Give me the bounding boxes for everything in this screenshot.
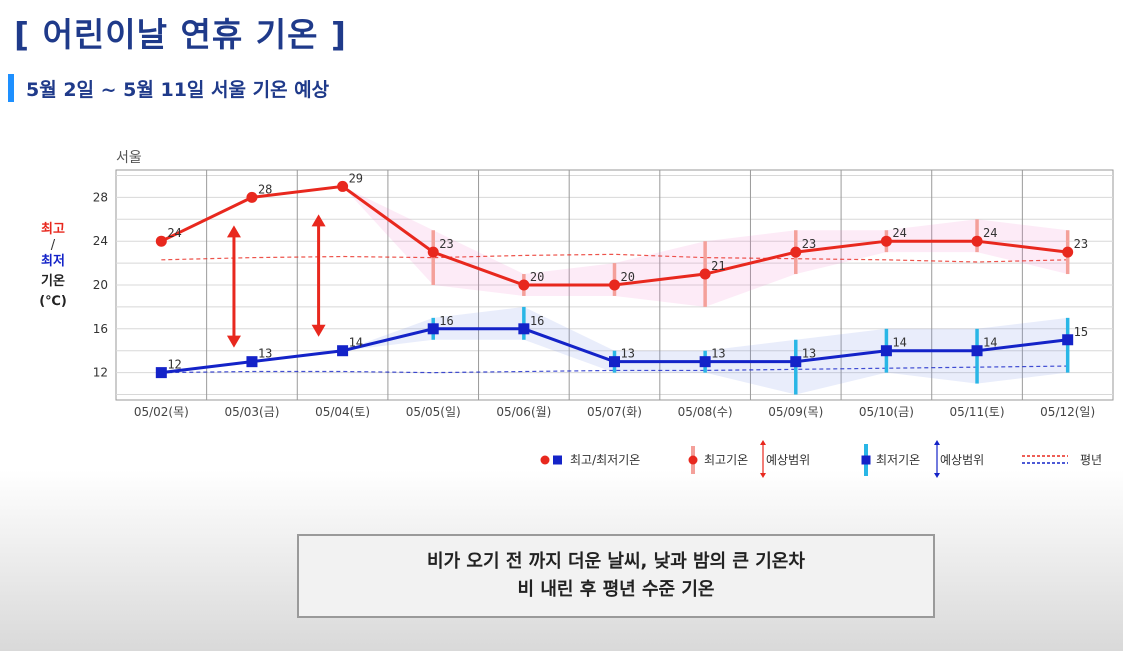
data-label: 15 <box>1074 325 1088 339</box>
x-tick-label: 05/02(목) <box>134 405 189 419</box>
legend-low-range-arrowhead-up <box>934 440 940 445</box>
legend-high-range-arrowhead-up <box>760 440 766 445</box>
y-axis-label-rest: 기온 <box>41 274 65 289</box>
x-tick-label: 05/07(화) <box>587 405 642 419</box>
data-label: 13 <box>621 347 635 361</box>
high-temp-point <box>790 246 802 258</box>
high-temp-point <box>337 180 349 192</box>
low-temp-point <box>246 356 258 368</box>
data-label: 28 <box>258 182 272 196</box>
high-temp-point <box>155 235 167 247</box>
data-label: 12 <box>167 358 181 372</box>
data-label: 29 <box>349 171 363 185</box>
x-tick-label: 05/11(토) <box>950 405 1005 419</box>
low-temp-point <box>699 356 711 368</box>
y-axis-label-low: 최저 <box>41 254 65 269</box>
y-axis-label-sep: / <box>50 238 56 253</box>
high-temp-point <box>880 235 892 247</box>
data-label: 14 <box>349 336 363 350</box>
data-label: 24 <box>983 226 997 240</box>
data-label: 21 <box>711 259 725 273</box>
low-temp-point <box>609 356 620 368</box>
high-temp-point <box>518 279 530 291</box>
low-temp-point <box>1062 334 1074 346</box>
x-tick-label: 05/09(목) <box>768 405 823 419</box>
caption-box: 비가 오기 전 까지 더운 날씨, 낮과 밤의 큰 기온차 비 내린 후 평년 … <box>297 534 935 618</box>
legend-low-marker <box>553 455 562 465</box>
low-temp-point <box>427 323 439 335</box>
chart-region-label: 서울 <box>116 150 142 166</box>
high-temp-point <box>1062 246 1074 258</box>
subtitle-accent-bar <box>8 74 14 102</box>
high-temp-point <box>971 235 983 247</box>
low-temp-point <box>155 367 167 379</box>
gap-arrow-head-down <box>226 335 241 348</box>
page-subtitle: 5월 2일 ~ 5월 11일 서울 기온 예상 <box>26 79 330 101</box>
high-temp-point <box>609 279 620 291</box>
page-title: [ 어린이날 연휴 기온 ] <box>14 15 347 54</box>
legend-item-low-range: 최저기온 <box>876 453 920 467</box>
low-temp-point <box>790 356 802 368</box>
gap-arrow-head-up <box>311 214 326 227</box>
x-tick-label: 05/12(일) <box>1040 405 1095 419</box>
low-temp-point <box>971 345 983 357</box>
y-tick-label: 28 <box>93 190 108 204</box>
x-tick-label: 05/03(금) <box>224 405 279 419</box>
x-tick-label: 05/04(토) <box>315 405 370 419</box>
data-label: 24 <box>892 226 906 240</box>
legend-item-high-range: 최고기온 <box>704 453 748 467</box>
x-tick-label: 05/10(금) <box>859 405 914 419</box>
legend-high-marker <box>540 455 550 465</box>
y-tick-label: 12 <box>93 366 108 380</box>
x-tick-label: 05/08(수) <box>678 405 733 419</box>
legend-low-range-arrowhead-down <box>934 473 940 478</box>
low-temp-point <box>880 345 892 357</box>
y-axis-label: 최고 / 최저 기온 (℃) <box>30 220 76 312</box>
data-label: 16 <box>530 314 544 328</box>
legend-item-normal: 평년 <box>1080 453 1102 467</box>
high-temp-point <box>427 246 439 258</box>
low-temp-point <box>518 323 530 335</box>
data-label: 16 <box>439 314 453 328</box>
x-tick-label: 05/05(일) <box>406 405 461 419</box>
legend-item-high-range-b: 예상범위 <box>766 453 810 467</box>
data-label: 20 <box>530 270 544 284</box>
y-tick-label: 20 <box>93 278 108 292</box>
x-tick-label: 05/06(월) <box>496 405 551 419</box>
y-axis-label-unit: (℃) <box>39 294 67 309</box>
legend-item-high-low: 최고/최저기온 <box>570 453 640 467</box>
legend-high-range-arrowhead-down <box>760 473 766 478</box>
data-label: 23 <box>439 237 453 251</box>
chart-legend: 최고/최저기온 최고기온 예상범위 최저기온 예상범위 평년 <box>540 440 1102 478</box>
high-temp-point <box>246 191 258 203</box>
gap-arrow-head-up <box>226 225 241 238</box>
legend-low-range-marker <box>861 455 871 465</box>
y-tick-label: 16 <box>93 322 108 336</box>
low-temp-point <box>337 345 349 357</box>
legend-item-low-range-b: 예상범위 <box>940 453 984 467</box>
data-label: 20 <box>621 270 635 284</box>
gap-arrow-head-down <box>311 324 326 337</box>
y-tick-label: 24 <box>93 234 108 248</box>
data-label: 13 <box>258 347 272 361</box>
data-label: 14 <box>892 336 906 350</box>
data-label: 13 <box>711 347 725 361</box>
data-label: 23 <box>802 237 816 251</box>
data-label: 13 <box>802 347 816 361</box>
data-label: 14 <box>983 336 997 350</box>
caption-line-2: 비 내린 후 평년 수준 기온 <box>517 579 715 600</box>
caption-line-1: 비가 오기 전 까지 더운 날씨, 낮과 밤의 큰 기온차 <box>427 551 805 572</box>
high-temp-point <box>699 268 711 280</box>
legend-high-range-marker <box>688 455 698 465</box>
y-axis-label-high: 최고 <box>41 222 65 237</box>
data-label: 23 <box>1074 237 1088 251</box>
data-label: 24 <box>167 226 181 240</box>
